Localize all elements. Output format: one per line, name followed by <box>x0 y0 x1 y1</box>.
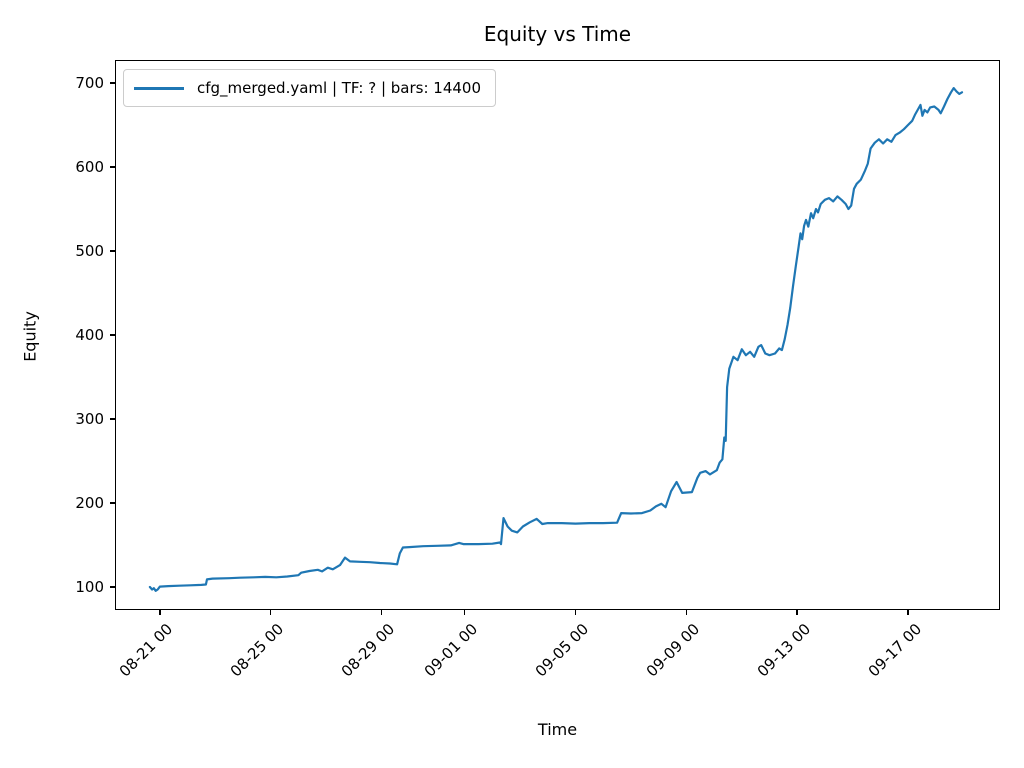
y-tick-label: 200 <box>75 493 104 512</box>
chart-title: Equity vs Time <box>483 22 632 46</box>
x-tick-mark <box>907 610 909 615</box>
x-tick-mark <box>685 610 688 615</box>
x-tick-mark <box>270 610 272 615</box>
y-tick-mark <box>110 82 115 84</box>
equity-series-line <box>148 86 964 592</box>
y-tick-label: 600 <box>75 158 104 176</box>
y-tick-label: 100 <box>75 577 104 596</box>
y-tick-mark <box>110 166 115 168</box>
plot-area <box>115 60 1000 610</box>
y-tick-mark <box>110 418 115 420</box>
y-tick-label: 400 <box>75 326 104 344</box>
y-tick-label: 700 <box>75 74 104 92</box>
legend-series-label: cfg_merged.yaml | TF: ? | bars: 14400 <box>197 79 482 97</box>
x-axis-title: Time <box>537 720 578 739</box>
legend-line-swatch <box>134 86 184 90</box>
legend: cfg_merged.yaml | TF: ? | bars: 14400 <box>123 69 497 107</box>
y-tick-mark <box>110 502 115 504</box>
y-axis-title: Equity <box>20 311 40 362</box>
x-tick-mark <box>574 610 577 615</box>
y-tick-mark <box>110 586 115 588</box>
y-tick-label: 500 <box>75 242 104 260</box>
y-tick-label: 300 <box>75 409 104 428</box>
y-tick-mark <box>110 334 115 336</box>
x-tick-mark <box>796 610 798 615</box>
x-tick-mark <box>159 610 161 615</box>
x-tick-mark <box>463 610 466 615</box>
x-tick-mark <box>380 610 383 615</box>
y-tick-mark <box>110 250 115 252</box>
